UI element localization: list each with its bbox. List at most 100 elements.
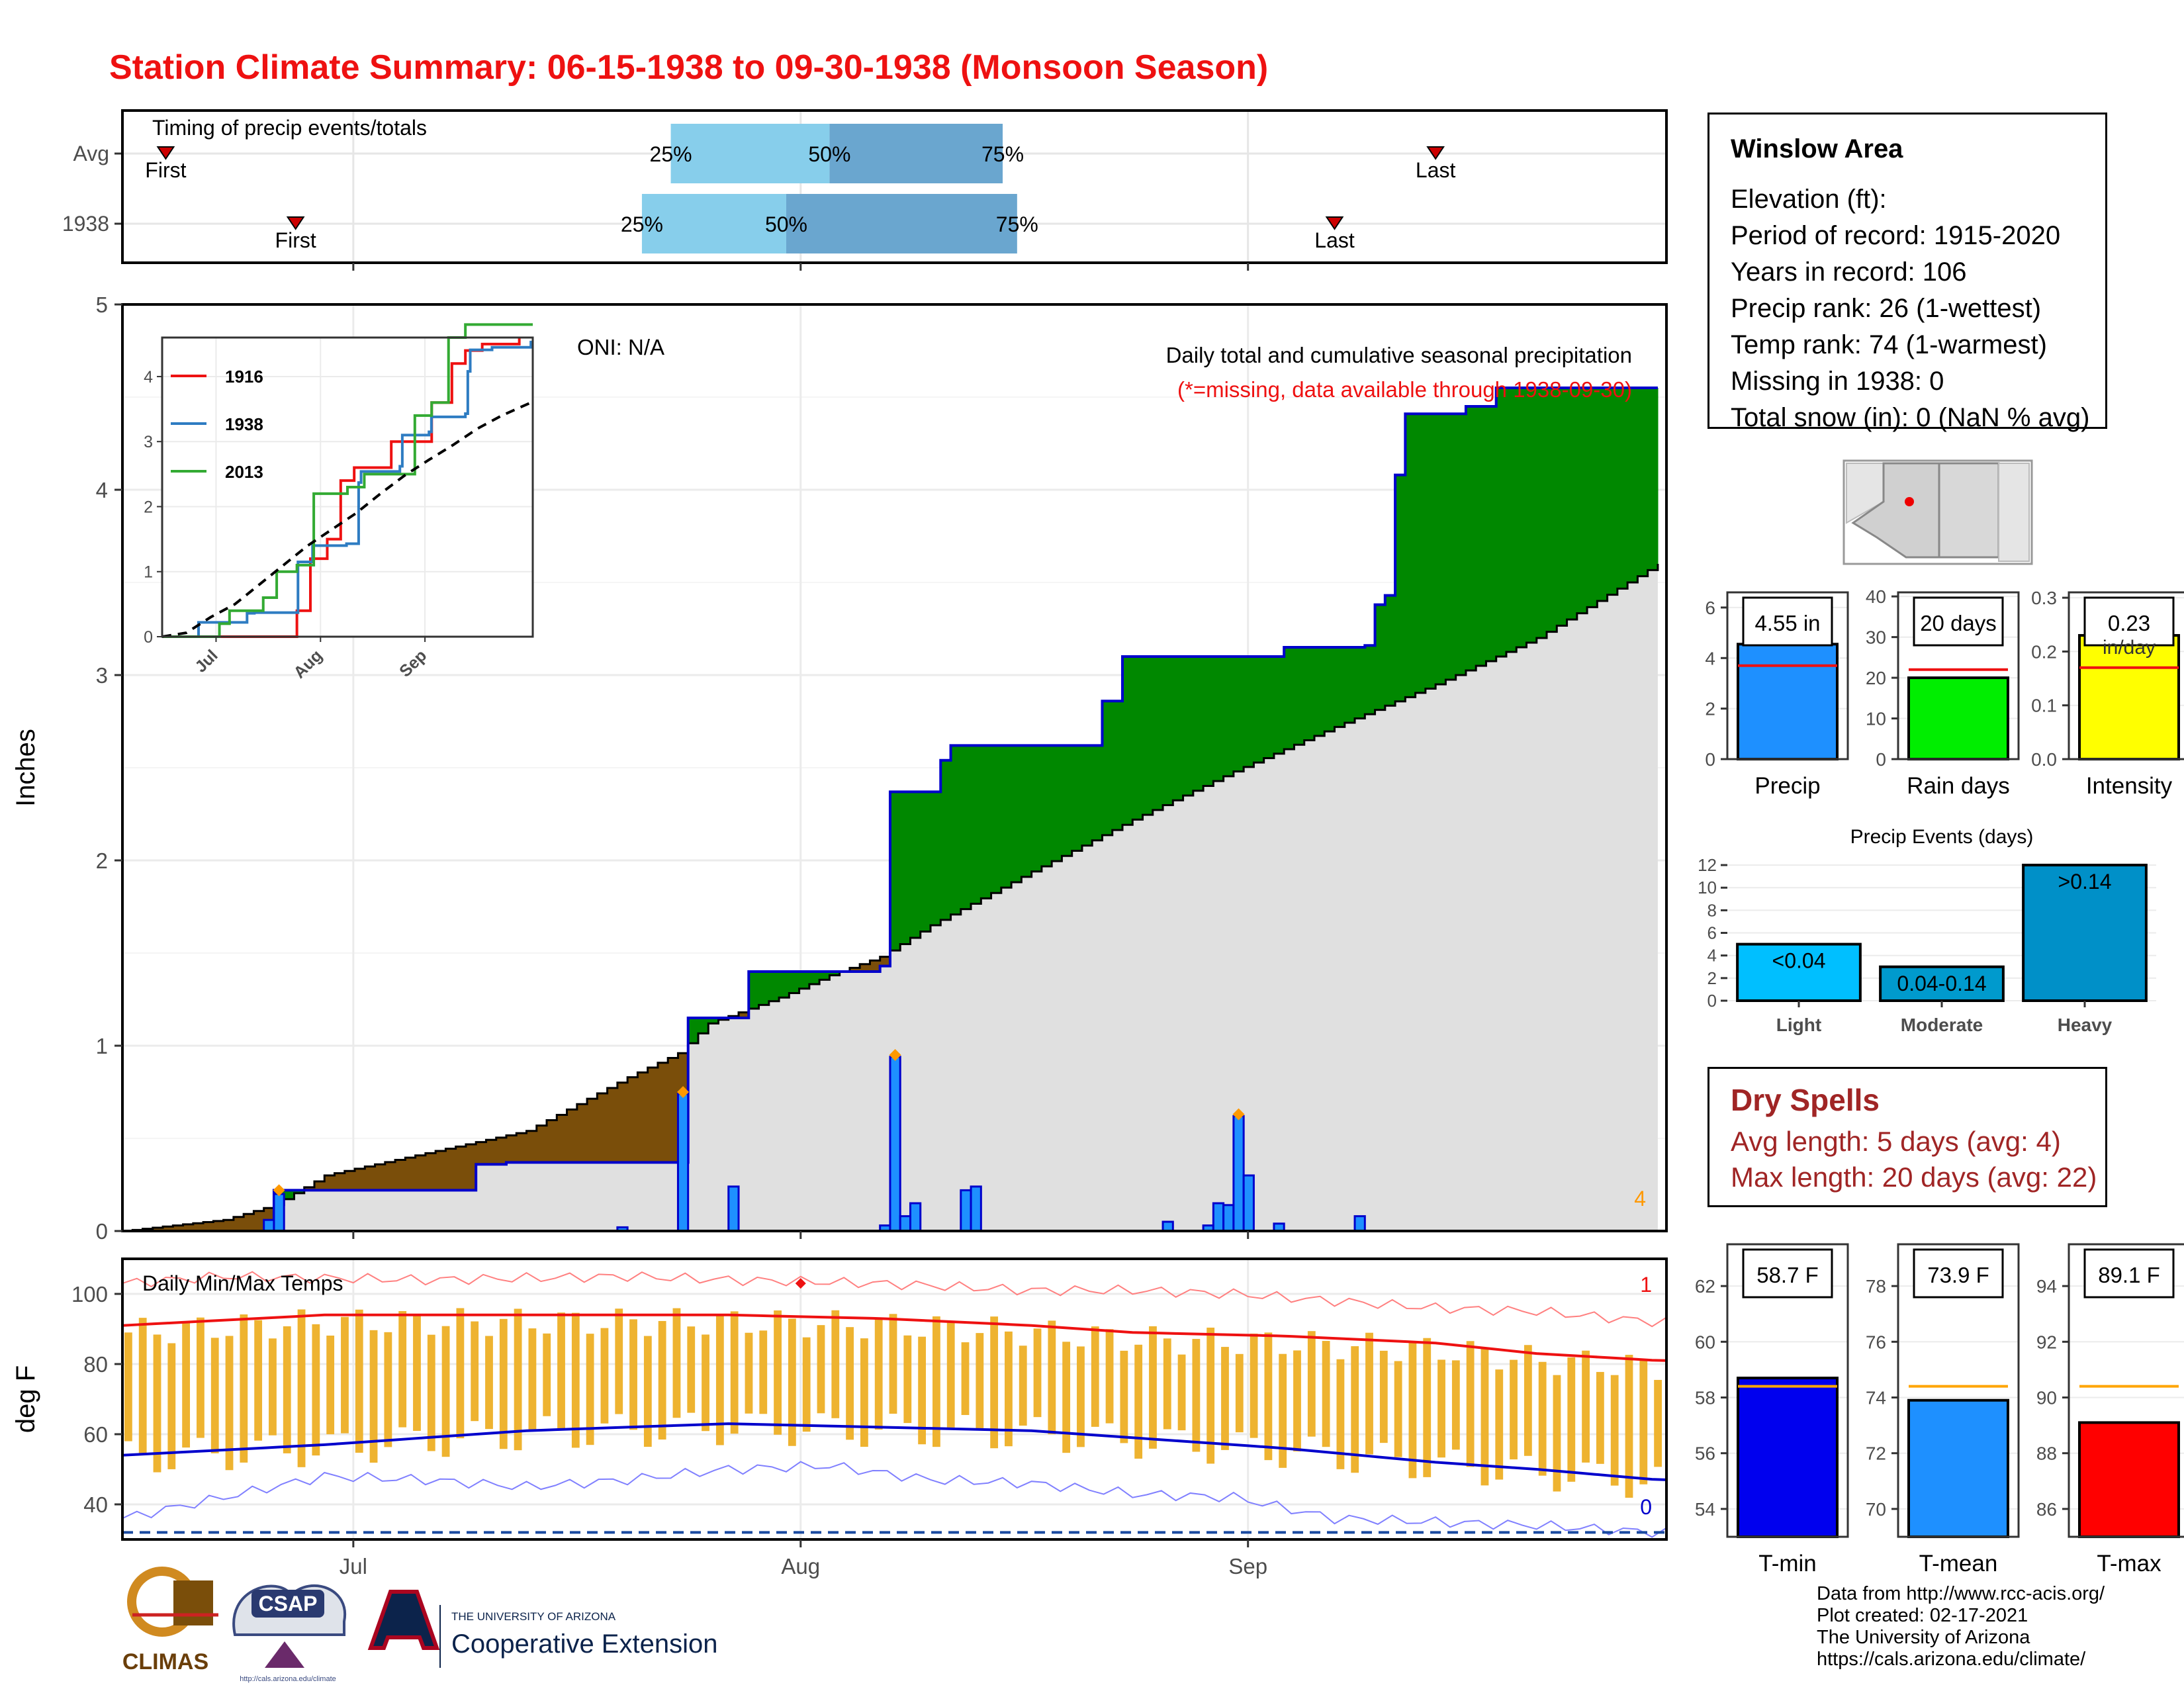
- temp-range-bar-67: [1091, 1326, 1099, 1427]
- totals-label-box-0: [1742, 596, 1833, 647]
- events-bar-label-heavy: >0.14: [2058, 870, 2112, 893]
- below-avg-fill-38: [506, 1135, 517, 1163]
- above-avg-fill-16: [284, 1190, 295, 1199]
- main-ytick-label-3: 3: [96, 663, 108, 688]
- above-avg-fill-100: [1132, 657, 1144, 820]
- temp-range-bar-18: [384, 1332, 392, 1447]
- above-avg-fill-136: [1496, 388, 1507, 657]
- temp-range-bar-106: [1654, 1379, 1662, 1467]
- events-ytick-label-1: 2: [1707, 968, 1717, 988]
- dry-spells-max: Max length: 20 days (avg: 22): [1731, 1162, 2097, 1193]
- events-category-moderate: Moderate: [1901, 1015, 1983, 1035]
- last-marker-1: [1325, 216, 1344, 230]
- below-avg-fill-33: [455, 1146, 467, 1191]
- below-avg-fill-32: [445, 1148, 457, 1191]
- temp-xtick-label-2: Sep: [1228, 1554, 1267, 1578]
- main-ylabel: Inches: [11, 729, 40, 807]
- temps-ytick-label-0-3: 60: [1695, 1332, 1715, 1352]
- info-snow: Total snow (in): 0 (NaN % avg): [1731, 403, 2090, 432]
- daily-precip-bar-6: [889, 1056, 901, 1232]
- daily-precip-bar-8: [909, 1202, 922, 1232]
- totals-bar-0: [1737, 643, 1839, 760]
- below-avg-fill-3: [152, 1227, 163, 1231]
- temps-category-label-2: T-max: [2097, 1551, 2161, 1577]
- temp-range-bar-14: [326, 1336, 335, 1435]
- main-ytick-label-1: 1: [96, 1034, 108, 1058]
- temps-ytick-label-0-1: 56: [1695, 1443, 1715, 1464]
- temps-panel-frame-1: [1897, 1243, 2020, 1538]
- totals-value-label-2: 0.23: [2108, 611, 2150, 635]
- below-avg-fill-25: [375, 1164, 386, 1191]
- below-avg-fill-20: [324, 1175, 336, 1191]
- last-marker-0: [1426, 146, 1445, 160]
- csap-badge: [251, 1590, 324, 1618]
- missing-note: (*=missing, data available through 1938-…: [1177, 377, 1632, 402]
- temp-range-bar-52: [874, 1319, 883, 1430]
- inset-ytick-label-0: 0: [144, 628, 153, 647]
- events-title: Precip Events (days): [1850, 826, 2034, 848]
- avg-tmin-line: [122, 1422, 1667, 1481]
- below-avg-fill-53: [657, 1062, 668, 1163]
- above-avg-fill-148: [1617, 388, 1628, 589]
- below-avg-fill-44: [567, 1109, 578, 1163]
- temp-range-bar-22: [441, 1326, 450, 1457]
- temp-range-bar-92: [1451, 1360, 1460, 1450]
- above-avg-fill-145: [1587, 388, 1598, 608]
- events-ytick-label-2: 4: [1707, 946, 1717, 966]
- above-avg-fill-98: [1112, 701, 1123, 831]
- temps-value-label-0: 58.7 F: [1756, 1263, 1819, 1287]
- temp-range-bar-13: [312, 1324, 320, 1456]
- above-avg-fill-105: [1183, 657, 1194, 796]
- below-avg-fill-74: [870, 960, 881, 972]
- station-location-marker: [1905, 497, 1914, 506]
- temp-ytick-label-1: 60: [83, 1422, 108, 1447]
- below-avg-fill-7: [193, 1223, 204, 1231]
- temp-range-bar-16: [355, 1309, 363, 1453]
- daily-precip-bar-18: [1353, 1215, 1366, 1232]
- above-avg-fill-146: [1597, 388, 1608, 601]
- temp-range-bar-102: [1596, 1371, 1604, 1464]
- daily-precip-bar-11: [1161, 1220, 1174, 1232]
- above-avg-fill-102: [1152, 657, 1163, 810]
- temps-panel-frame-0: [1726, 1243, 1849, 1538]
- below-avg-fill-45: [576, 1104, 588, 1163]
- above-avg-fill-140: [1536, 388, 1547, 638]
- first-label-1: First: [275, 228, 316, 252]
- locator-map: [1843, 459, 2033, 565]
- record-tmin-line: [122, 1461, 1667, 1538]
- temps-ytick-label-2-2: 90: [2036, 1388, 2057, 1408]
- below-avg-fill-24: [365, 1166, 376, 1191]
- below-avg-fill-34: [465, 1144, 477, 1191]
- temp-range-bar-70: [1134, 1344, 1143, 1459]
- record-low-count: 0: [1640, 1495, 1652, 1519]
- timing-label-50-0: 50%: [808, 142, 850, 166]
- main-panel-frame: [121, 303, 1668, 1232]
- below-avg-fill-28: [405, 1158, 416, 1191]
- temp-range-bar-76: [1221, 1347, 1229, 1450]
- temp-range-bar-85: [1351, 1346, 1359, 1473]
- above-avg-fill-125: [1385, 595, 1396, 706]
- temp-range-bar-66: [1077, 1346, 1085, 1447]
- temps-category-label-1: T-mean: [1919, 1551, 1998, 1577]
- temp-range-bar-86: [1365, 1332, 1373, 1455]
- temp-range-bar-12: [297, 1309, 306, 1467]
- info-elevation: Elevation (ft):: [1731, 185, 1887, 214]
- temp-range-bar-74: [1192, 1339, 1201, 1452]
- totals-ytick-label-2-3: 0.3: [2031, 588, 2057, 608]
- climas-logo-text: CLIMAS: [122, 1649, 208, 1674]
- timing-label-50-1: 50%: [765, 212, 807, 236]
- temps-ytick-label-2-3: 92: [2036, 1332, 2057, 1352]
- temp-range-bar-30: [557, 1312, 565, 1429]
- totals-panel-frame-1: [1897, 591, 2020, 760]
- above-avg-fill-84: [971, 745, 981, 904]
- above-avg-fill-149: [1627, 388, 1638, 582]
- below-avg-fill-22: [344, 1171, 355, 1191]
- totals-ytick-label-2-1: 0.1: [2031, 696, 2057, 716]
- above-avg-fill-91: [1041, 745, 1052, 866]
- info-years: Years in record: 106: [1731, 257, 1967, 287]
- temp-range-bar-96: [1510, 1359, 1518, 1460]
- totals-ytick-label-1-0: 0: [1876, 749, 1886, 770]
- temps-ytick-label-1-4: 78: [1866, 1276, 1886, 1297]
- above-avg-fill-119: [1324, 647, 1336, 732]
- above-avg-fill-76: [889, 792, 901, 951]
